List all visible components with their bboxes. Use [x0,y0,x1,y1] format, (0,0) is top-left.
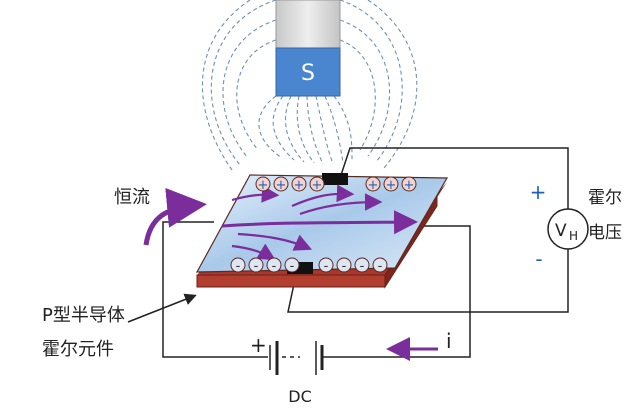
positive-charge-sign: + [312,178,323,193]
battery-plus-sign: + [250,333,267,357]
voltmeter-subscript: H [569,229,578,243]
negative-charge-sign: - [342,259,347,274]
positive-charge-sign: + [276,178,287,193]
negative-charge-circle [266,257,282,273]
positive-charge-sign: + [386,178,397,193]
voltmeter-v: V [555,221,567,241]
constant-current-arrow [143,187,207,246]
negative-charge-circle [284,257,300,273]
positive-charge-circle [273,176,289,192]
negative-charge-circle [336,257,352,273]
negative-charge-circle [372,257,388,273]
negative-charge-sign: - [254,259,259,274]
positive-charge-sign: + [404,178,415,193]
constant-current-label: 恒流 [114,187,150,208]
positive-charge-circle [401,176,417,192]
current-symbol: i [446,329,452,353]
hall-voltage-label-line1: 霍尔 [588,188,622,208]
top-charge-row: + + + + + + + [255,176,417,193]
voltmeter: V H [547,208,589,250]
hall-minus-sign: - [535,247,542,271]
element-pointer [127,293,197,323]
top-electrode [322,173,348,185]
magnet-pole-label: S [301,61,315,86]
positive-charge-sign: + [258,178,269,193]
battery-label: DC [288,387,312,406]
negative-charge-circle [248,257,264,273]
positive-charge-sign: + [294,178,305,193]
positive-charge-circle [383,176,399,192]
positive-charge-circle [309,176,325,192]
field-lines [201,0,418,171]
carrier-flow-arrows [221,184,418,261]
dc-battery [269,341,324,375]
hall-plus-sign: + [530,180,547,204]
positive-charge-circle [291,176,307,192]
bottom-charge-row: -------- [230,257,388,274]
element-label-line1: P型半导体 [42,305,125,326]
negative-charge-sign: - [272,259,277,274]
positive-charge-circle [255,176,271,192]
negative-charge-sign: - [290,259,295,274]
negative-charge-sign: - [360,259,365,274]
negative-charge-sign: - [324,259,329,274]
negative-charge-sign: - [236,259,241,274]
magnet: S [275,0,341,97]
positive-charge-circle [365,176,381,192]
element-label-line2: 霍尔元件 [42,339,114,360]
negative-charge-circle [230,257,246,273]
hall-voltage-label-line2: 电压 [588,223,622,243]
negative-charge-circle [318,257,334,273]
positive-charge-sign: + [368,178,379,193]
negative-charge-sign: - [378,259,383,274]
negative-charge-circle [354,257,370,273]
